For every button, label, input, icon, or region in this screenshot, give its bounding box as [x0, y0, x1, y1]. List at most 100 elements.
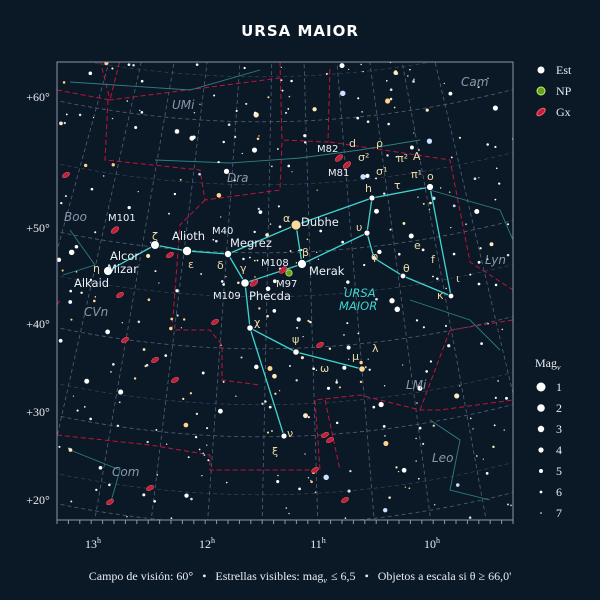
dec-label: +60°: [26, 90, 50, 104]
galaxy: [166, 251, 174, 259]
constellation-label: UMi: [172, 98, 195, 112]
star: [306, 238, 309, 241]
deep-sky-label: M108: [261, 258, 289, 269]
deep-sky-label: M109: [213, 291, 241, 302]
star: [346, 322, 349, 325]
greek-label: ε: [188, 258, 194, 271]
dec-label: +50°: [26, 221, 50, 235]
ra-unit: h: [322, 536, 326, 545]
star: [452, 252, 456, 256]
star: [482, 458, 484, 460]
star: [310, 479, 312, 481]
star: [417, 385, 423, 391]
star: [291, 171, 293, 173]
star: [478, 177, 480, 179]
figure-line: [186, 250, 229, 255]
star: [347, 489, 351, 493]
ra-line: [57, 62, 142, 439]
star: [164, 354, 168, 357]
star: [287, 108, 290, 110]
star: [190, 497, 193, 501]
star: [76, 409, 79, 412]
dec-line: [57, 316, 513, 350]
star: [309, 320, 312, 324]
star: [272, 373, 277, 379]
star: [472, 428, 474, 430]
star: [450, 156, 453, 159]
figure-line: [227, 224, 297, 255]
star-name: Alkaid: [74, 276, 109, 290]
bright-star: [297, 259, 307, 269]
bright-star: [368, 194, 376, 202]
star: [200, 272, 203, 275]
legend-label: Est: [556, 63, 572, 77]
star: [477, 282, 481, 286]
star: [248, 256, 251, 259]
star: [477, 86, 480, 89]
star: [477, 260, 481, 264]
constellation-title: MAIOR: [339, 299, 377, 313]
star: [317, 258, 320, 260]
star: [83, 406, 86, 408]
star: [383, 441, 389, 447]
star: [426, 138, 433, 144]
star: [448, 91, 453, 96]
star: [277, 474, 279, 477]
star: [361, 111, 363, 113]
star: [407, 75, 409, 77]
star-name: Phecda: [249, 289, 291, 303]
star: [389, 88, 393, 92]
star: [285, 111, 287, 114]
greek-label: α: [283, 212, 290, 225]
star: [450, 227, 452, 229]
figure-line: [249, 327, 297, 353]
greek-label: σ²: [358, 151, 369, 164]
figure-line: [429, 186, 452, 297]
star: [234, 135, 237, 138]
star: [469, 417, 472, 420]
star: [203, 454, 206, 456]
star-name: Mizar: [107, 262, 138, 276]
star: [404, 486, 407, 488]
star: [60, 201, 63, 205]
star: [344, 287, 346, 289]
star: [316, 189, 318, 191]
constellation-label: Dra: [227, 171, 249, 185]
greek-label: θ: [403, 262, 410, 275]
star: [69, 289, 72, 293]
star: [83, 163, 88, 168]
star: [505, 396, 508, 400]
star: [245, 102, 248, 105]
bright-star: [280, 432, 288, 440]
star: [367, 358, 369, 360]
star: [214, 239, 218, 243]
faint-line: [69, 69, 261, 91]
star: [339, 63, 345, 69]
greek-label: μ: [352, 350, 359, 363]
star: [366, 120, 370, 124]
legend-label: Gx: [556, 105, 571, 119]
bright-star: [223, 249, 232, 258]
star: [70, 318, 73, 321]
star: [415, 319, 419, 322]
figure-line: [366, 197, 373, 234]
constellation-label: LMi: [406, 378, 427, 392]
footer-stars-limit: ≤ 6,5: [331, 569, 356, 583]
star: [233, 179, 236, 182]
dec-line: [57, 152, 513, 186]
star: [261, 402, 264, 405]
star: [469, 273, 472, 276]
boundary: [104, 99, 283, 201]
star: [206, 427, 209, 430]
star: [382, 507, 388, 513]
star: [65, 113, 68, 116]
star: [417, 477, 420, 480]
star: [193, 112, 196, 114]
star: [59, 121, 63, 126]
footer-stars-sub: v: [323, 576, 327, 585]
magnitude-label: 5: [556, 464, 562, 478]
star: [267, 96, 270, 99]
star: [235, 109, 238, 113]
star: [68, 300, 73, 304]
star: [132, 63, 135, 67]
